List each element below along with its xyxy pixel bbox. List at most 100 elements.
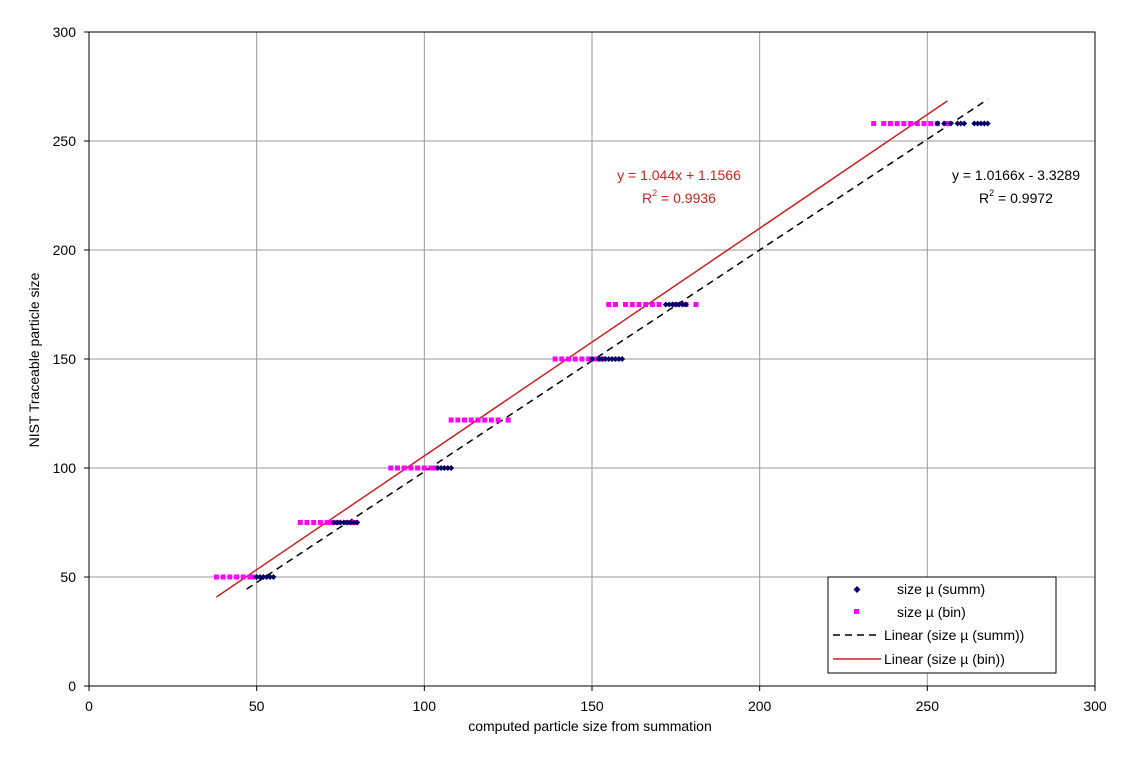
legend-label-linear-summ: Linear (size µ (summ)) [884, 627, 1024, 643]
summ-point [984, 120, 991, 127]
summ-point [448, 465, 455, 471]
trendlines [216, 98, 989, 598]
summ-point [669, 301, 676, 308]
x-tick-label: 200 [748, 698, 772, 714]
summ-point [679, 301, 686, 308]
bin-fit-r-squared: R2 = 0.9936 [642, 188, 716, 206]
summ-point [350, 519, 357, 526]
y-tick-label: 50 [60, 569, 76, 585]
summ-point [957, 120, 964, 127]
bin-point [928, 121, 934, 127]
bin-point [388, 465, 394, 471]
summ-point [595, 356, 602, 362]
x-tick-label: 100 [413, 698, 437, 714]
bin-point [656, 302, 662, 307]
trendline-2 [246, 98, 989, 590]
legend-item-summ: size µ (summ) [853, 581, 985, 597]
y-tick-label: 100 [53, 460, 77, 476]
bin-point [944, 121, 950, 127]
x-tick-label: 300 [1083, 698, 1107, 714]
summ-point [253, 574, 260, 580]
bin-point [592, 356, 598, 362]
summ-point [682, 301, 689, 308]
bin-point [566, 356, 572, 362]
bin-point [395, 465, 401, 471]
summ-point [347, 519, 354, 526]
bin-point [495, 417, 501, 423]
y-tick-label: 250 [53, 133, 77, 149]
trendline-3 [216, 100, 948, 598]
legend-item-bin: size µ (bin) [854, 604, 966, 620]
bin-point [317, 520, 323, 525]
x-tick-label: 50 [249, 698, 265, 714]
bin-point [415, 465, 421, 471]
summ-point [672, 301, 679, 308]
summ-point [267, 574, 274, 580]
y-axis-label: NIST Traceable particle size [26, 272, 42, 447]
summ-point [602, 356, 609, 362]
bin-point [304, 520, 310, 525]
bin-point [559, 356, 565, 362]
bin-point [887, 121, 893, 127]
legend-item-linear-summ: Linear (size µ (summ)) [833, 627, 1024, 643]
bin-point [505, 417, 511, 423]
summ-point [330, 519, 337, 526]
summ-point [438, 465, 445, 471]
summ-point [337, 519, 344, 526]
summ-point [981, 120, 988, 127]
square-marker-icon [854, 609, 859, 614]
summ-point [974, 120, 981, 127]
summ-point [612, 356, 619, 362]
bin-point [448, 417, 454, 423]
summ-fit-r-squared: R2 = 0.9972 [979, 188, 1053, 206]
bin-point [482, 417, 488, 423]
bin-point [693, 302, 699, 307]
bin-point [629, 302, 635, 307]
bin-point [643, 302, 649, 307]
legend-label-linear-bin: Linear (size µ (bin)) [884, 651, 1005, 667]
bin-point [586, 356, 592, 362]
summ-point [589, 356, 595, 362]
summ-point [977, 120, 984, 127]
bin-point [213, 574, 219, 580]
bin-point [408, 465, 414, 471]
summ-point [354, 519, 361, 526]
summ-point [263, 574, 270, 580]
legend-label-bin: size µ (bin) [897, 604, 966, 620]
summ-point [260, 574, 267, 580]
diamond-marker-icon [853, 586, 861, 593]
bin-point [462, 417, 468, 423]
summ-point [954, 120, 961, 127]
y-tick-label: 200 [53, 242, 77, 258]
summ-point [934, 120, 941, 127]
bin-point [311, 520, 317, 525]
summ-point [334, 519, 341, 526]
bin-point [250, 574, 256, 580]
summ-point [961, 120, 968, 127]
y-tick-label: 0 [68, 678, 76, 694]
bin-point [579, 356, 585, 362]
bin-point [901, 121, 907, 127]
summ-point [941, 120, 948, 127]
bin-point [488, 417, 494, 423]
bin-point [894, 121, 900, 127]
bin-point [247, 574, 253, 580]
bin-point [623, 302, 629, 307]
legend-label-summ: size µ (summ) [897, 581, 985, 597]
summ-point [434, 465, 441, 471]
summ-point [609, 356, 616, 362]
summ-point [619, 356, 626, 362]
summ-point [971, 120, 978, 127]
legend-item-linear-bin: Linear (size µ (bin)) [833, 651, 1005, 667]
summ-point [605, 356, 612, 362]
legend: size µ (summ) size µ (bin) Linear (size … [827, 576, 1057, 674]
data-points [213, 120, 991, 580]
bin-point [227, 574, 233, 580]
bin-point [428, 465, 434, 471]
legend-box [827, 576, 1057, 674]
bin-point [881, 121, 887, 127]
summ-point [444, 465, 451, 471]
summ-fit-equation: y = 1.0166x - 3.3289 [952, 167, 1080, 183]
summ-point [676, 301, 683, 308]
